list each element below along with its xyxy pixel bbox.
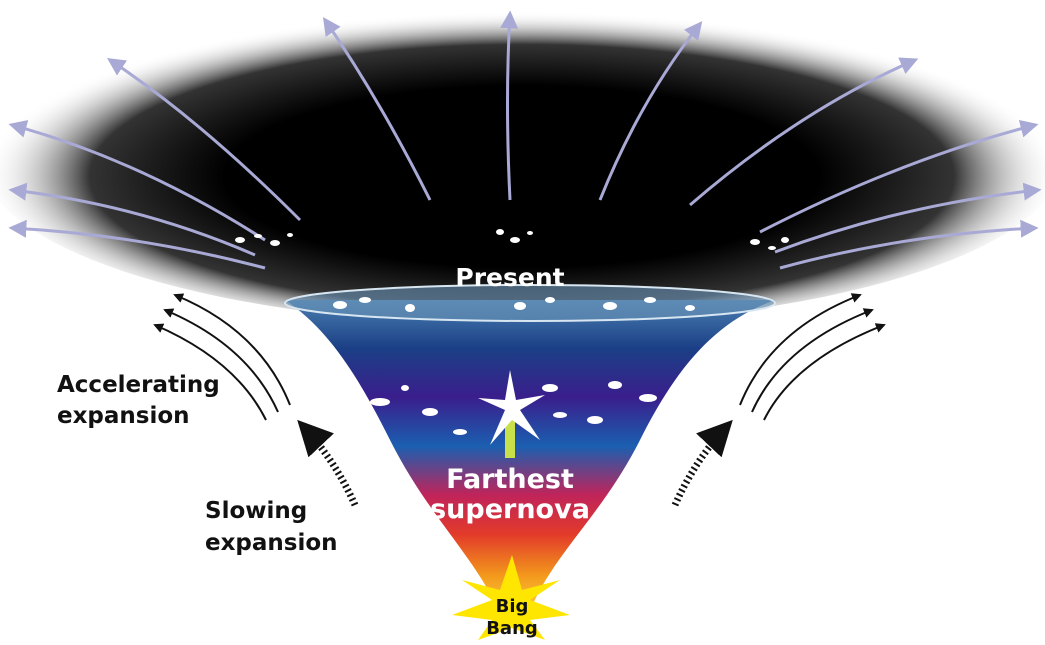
galaxy xyxy=(603,302,617,310)
galaxy xyxy=(453,429,467,435)
supernova-label: supernova xyxy=(430,494,590,525)
accelerating-label: Accelerating xyxy=(57,372,220,398)
galaxy xyxy=(542,384,558,392)
galaxy xyxy=(514,302,526,310)
galaxy xyxy=(496,229,504,235)
galaxy xyxy=(644,297,656,303)
supernova-label: Farthest xyxy=(446,464,574,495)
galaxy xyxy=(270,240,280,246)
galaxy xyxy=(359,297,371,303)
arrow xyxy=(752,310,872,412)
galaxy xyxy=(405,304,415,312)
big-bang-label: Big xyxy=(496,596,529,617)
galaxy xyxy=(510,237,520,243)
diagram: Present Accelerating expansion Slowing e… xyxy=(0,0,1045,645)
slowing-label: expansion xyxy=(205,530,338,556)
galaxy xyxy=(527,231,533,235)
galaxy xyxy=(553,412,567,418)
galaxy xyxy=(287,233,293,237)
galaxy xyxy=(587,416,603,424)
arrow xyxy=(302,425,355,505)
galaxy xyxy=(781,237,789,243)
galaxy xyxy=(685,305,695,311)
galaxy xyxy=(370,398,390,406)
galaxy xyxy=(422,408,438,416)
galaxy xyxy=(639,394,657,402)
page: Present Accelerating expansion Slowing e… xyxy=(0,0,1045,645)
slowing-label: Slowing xyxy=(205,498,307,524)
present-label: Present xyxy=(455,263,564,292)
galaxy xyxy=(235,237,245,243)
galaxy xyxy=(254,234,262,238)
galaxy xyxy=(750,239,760,245)
accelerating-label: expansion xyxy=(57,403,190,429)
galaxy xyxy=(608,381,622,389)
big-bang-label: Bang xyxy=(486,618,538,639)
arrow xyxy=(675,425,728,505)
galaxy xyxy=(401,385,409,391)
accelerating-arrows-right xyxy=(740,295,884,420)
arrow xyxy=(764,325,884,420)
galaxy xyxy=(768,246,776,250)
galaxy xyxy=(333,301,347,309)
galaxy xyxy=(545,297,555,303)
accelerating-arrows-left xyxy=(155,295,290,420)
